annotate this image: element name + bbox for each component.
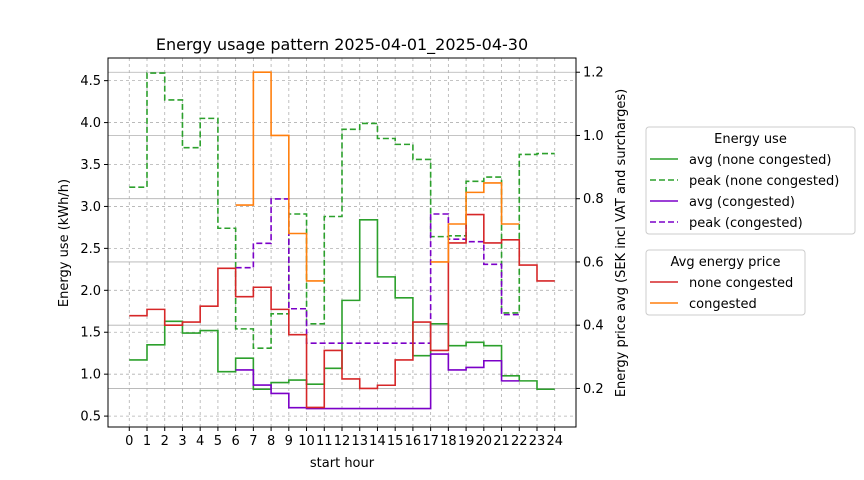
y-axis-label-right: Energy price avg (SEK incl VAT and surch… <box>614 89 629 397</box>
y-right-tick-label: 0.2 <box>583 382 604 397</box>
x-tick-label: 7 <box>249 434 257 449</box>
x-tick-label: 20 <box>476 434 493 449</box>
chart-title: Energy usage pattern 2025-04-01_2025-04-… <box>156 35 528 55</box>
x-tick-label: 5 <box>214 434 222 449</box>
y-right-tick-label: 0.6 <box>583 255 604 270</box>
x-tick-label: 0 <box>125 434 133 449</box>
legend-entry: peak (none congested) <box>689 174 839 189</box>
y-right-tick-label: 1.2 <box>583 66 604 81</box>
y-axis-label-left: Energy use (kWh/h) <box>57 179 72 307</box>
x-tick-label: 24 <box>546 434 563 449</box>
y-left-tick-label: 2.5 <box>80 242 101 257</box>
legend-entry: avg (congested) <box>689 195 795 210</box>
series-line-energy-0 <box>129 219 555 391</box>
legend-title: Energy use <box>714 132 787 147</box>
legend-title: Avg energy price <box>671 255 781 270</box>
series-line-price-0 <box>129 213 555 409</box>
series-line-energy-3 <box>235 198 520 344</box>
y-left-tick-label: 1.0 <box>80 368 101 383</box>
legend-layer: Energy use avg (none congested) peak (none… <box>645 126 856 316</box>
y-left-tick-label: 0.5 <box>80 410 101 425</box>
x-tick-label: 10 <box>298 434 315 449</box>
tick-layer: 0 1 2 3 4 5 6 7 8 9 10 11 12 13 14 15 16 17 18 19 20 21 22 23 24… <box>80 66 603 449</box>
series-line-energy-1 <box>129 72 555 349</box>
x-tick-label: 21 <box>493 434 510 449</box>
x-tick-label: 6 <box>231 434 239 449</box>
y-left-tick-label: 1.5 <box>80 326 101 341</box>
x-tick-label: 9 <box>285 434 293 449</box>
x-tick-label: 16 <box>405 434 422 449</box>
x-tick-label: 12 <box>334 434 351 449</box>
x-tick-label: 18 <box>440 434 457 449</box>
y-left-tick-label: 2.0 <box>80 284 101 299</box>
legend-entry: none congested <box>689 276 793 291</box>
y-left-tick-label: 4.0 <box>80 116 101 131</box>
series-line-energy-2 <box>235 353 520 410</box>
y-left-tick-label: 4.5 <box>80 74 101 89</box>
x-tick-label: 15 <box>387 434 404 449</box>
series-line-price-1-seg-1 <box>430 182 520 263</box>
x-tick-label: 3 <box>178 434 186 449</box>
x-tick-label: 8 <box>267 434 275 449</box>
y-left-tick-label: 3.0 <box>80 200 101 215</box>
series-line-price-1-seg-0 <box>235 71 325 282</box>
y-right-tick-label: 0.4 <box>583 319 604 334</box>
x-tick-label: 4 <box>196 434 204 449</box>
x-tick-label: 2 <box>161 434 169 449</box>
x-tick-label: 22 <box>511 434 528 449</box>
y-right-tick-label: 1.0 <box>583 129 604 144</box>
y-right-tick-label: 0.8 <box>583 192 604 207</box>
x-axis-label: start hour <box>310 456 375 471</box>
legend-entry: avg (none congested) <box>689 153 831 168</box>
x-tick-label: 19 <box>458 434 475 449</box>
x-tick-label: 23 <box>529 434 546 449</box>
series-layer <box>129 71 555 410</box>
x-tick-label: 11 <box>316 434 333 449</box>
y-left-tick-label: 3.5 <box>80 158 101 173</box>
legend-box <box>645 126 856 235</box>
legend-entry: congested <box>689 297 757 312</box>
x-tick-label: 13 <box>351 434 368 449</box>
x-tick-label: 1 <box>143 434 151 449</box>
legend-box <box>645 249 806 316</box>
x-tick-label: 14 <box>369 434 386 449</box>
legend-entry: peak (congested) <box>689 216 803 231</box>
x-tick-label: 17 <box>422 434 439 449</box>
